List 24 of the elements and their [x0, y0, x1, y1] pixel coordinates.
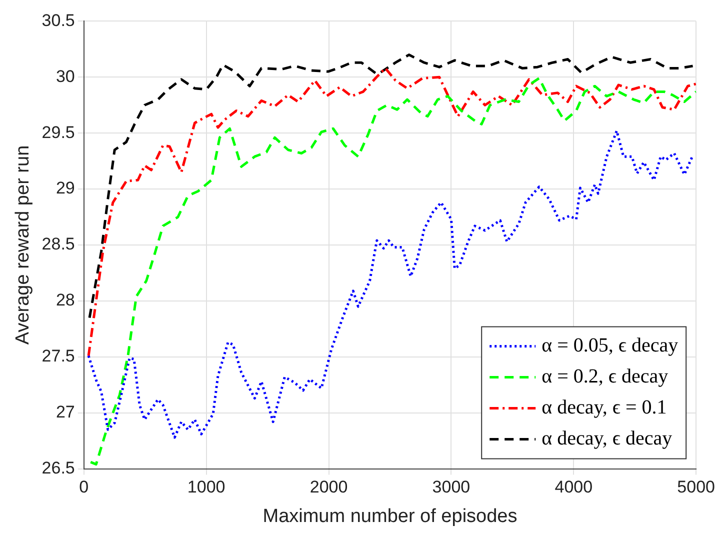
x-tick-label: 0: [79, 478, 89, 497]
legend-label: α decay, ϵ = 0.1: [542, 396, 667, 419]
y-tick-label: 27.5: [42, 346, 75, 366]
y-axis-title: Average reward per run: [12, 145, 34, 345]
y-tick-label: 30: [56, 66, 75, 86]
y-tick-label: 29.5: [42, 122, 75, 142]
legend-label: α = 0.05, ϵ decay: [542, 334, 678, 357]
line-series: [87, 66, 696, 358]
y-tick-label: 30.5: [42, 10, 75, 30]
legend-label: α = 0.2, ϵ decay: [542, 366, 668, 388]
y-tick-label: 28.5: [42, 234, 75, 254]
x-tick-label: 3000: [432, 478, 470, 497]
x-tick-label: 4000: [554, 478, 593, 497]
y-tick-label: 28: [56, 290, 75, 310]
y-tick-label: 26.5: [42, 458, 75, 478]
x-tick-label: 1000: [187, 478, 226, 497]
x-tick-label: 2000: [310, 478, 348, 497]
legend-label: α decay, ϵ decay: [542, 428, 672, 450]
x-tick-label: 5000: [677, 478, 716, 497]
y-tick-label: 27: [56, 402, 75, 422]
line-series: [88, 54, 694, 319]
line-series: [89, 77, 696, 466]
y-tick-label: 29: [56, 178, 75, 198]
x-axis-title: Maximum number of episodes: [262, 506, 518, 527]
